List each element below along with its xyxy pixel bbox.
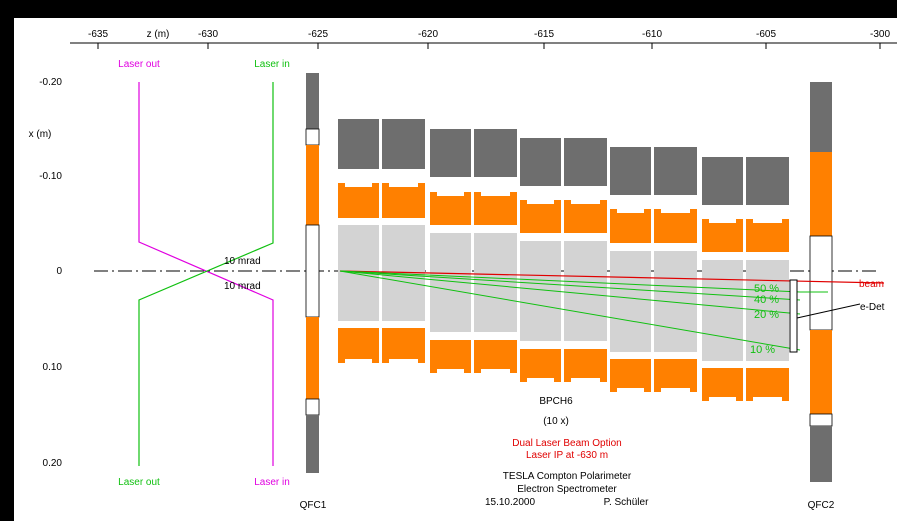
z-tick-label: -630	[198, 29, 218, 40]
z-tick-lines	[97, 43, 881, 49]
x-tick-label: -0.10	[39, 171, 62, 182]
laser-out-label-bottom: Laser out	[118, 477, 160, 488]
beam-lines	[339, 270, 885, 351]
z-tick-label: -625	[308, 29, 328, 40]
qfc1-top-pole	[306, 145, 319, 225]
crossing-angle-label-upper: 10 mrad	[224, 256, 261, 267]
dipole-module-9	[702, 157, 743, 401]
x-axis-label: x (m)	[29, 129, 52, 140]
laser-out-upper-beam	[138, 82, 274, 466]
qfc2-bottom-gap	[809, 413, 833, 427]
qfc2-aperture	[809, 235, 833, 331]
electron-detector-label: e-Det	[860, 302, 885, 313]
qfc2-bottom-pole	[810, 330, 832, 414]
laser-in-upper-beam	[138, 82, 274, 466]
qfc1-label: QFC1	[300, 500, 327, 511]
fraction-label-10: 10 %	[750, 344, 775, 356]
qfc2-top-yoke	[810, 82, 832, 152]
x-tick-label: -0.20	[39, 77, 62, 88]
top-axis: -635 -630 -625 -620 -615 -610 -605 -300 z (m)	[70, 29, 897, 49]
qfc2-bottom-yoke	[810, 426, 832, 482]
z-tick-label: -300	[870, 29, 890, 40]
electron-line-10	[339, 270, 801, 351]
qfc2-label: QFC2	[808, 500, 835, 511]
qfc1-bottom-gap	[305, 398, 320, 416]
dipole-module-8	[654, 147, 697, 392]
dipole-module-6	[564, 138, 607, 382]
dipole-module-5	[520, 138, 561, 382]
electron-line-40	[339, 270, 801, 301]
z-tick-labels: -635 -630 -625 -620 -615 -610 -605 -300	[88, 29, 890, 40]
date-caption: 15.10.2000	[485, 497, 535, 508]
dipole-module-3	[430, 129, 471, 373]
qfc2-top-pole	[810, 152, 832, 236]
option-caption: Dual Laser Beam Option	[512, 438, 622, 449]
laser-in-label-top: Laser in	[254, 59, 290, 70]
z-tick-label: -615	[534, 29, 554, 40]
dipole-count-label: (10 x)	[543, 416, 569, 427]
x-tick-label: 0.20	[43, 458, 63, 469]
dipole-module-7	[610, 147, 651, 392]
dipole-module-10	[746, 157, 789, 401]
dipole-name-label: BPCH6	[539, 396, 573, 407]
electron-detector	[789, 279, 798, 353]
qfc1-magnet	[305, 73, 320, 473]
qfc1-bottom-yoke	[306, 415, 319, 473]
z-tick-label: -620	[418, 29, 438, 40]
author-caption: P. Schüler	[604, 497, 650, 508]
qfc1-top-yoke	[306, 73, 319, 129]
laser-ip-caption: Laser IP at -630 m	[526, 450, 608, 461]
fraction-label-40: 40 %	[754, 294, 779, 306]
z-tick-label: -635	[88, 29, 108, 40]
dipole-module-4	[474, 129, 517, 373]
z-axis-label: z (m)	[147, 29, 170, 40]
beam-label: beam	[859, 279, 884, 290]
left-axis: -0.20 -0.10 0 0.10 0.20 x (m)	[29, 77, 63, 469]
laser-in-label-bottom: Laser in	[254, 477, 290, 488]
x-tick-label: 0	[56, 266, 62, 277]
qfc2-magnet	[809, 82, 833, 482]
dipole-module-1	[338, 119, 379, 363]
x-tick-label: 0.10	[43, 362, 63, 373]
z-tick-label: -605	[756, 29, 776, 40]
laser-out-label-top: Laser out	[118, 59, 160, 70]
electron-line-20	[339, 270, 801, 315]
electron-line-50	[339, 270, 828, 293]
crossing-angle-label-lower: 10 mrad	[224, 281, 261, 292]
title-line-2: Electron Spectrometer	[517, 484, 617, 495]
x-tick-labels: -0.20 -0.10 0 0.10 0.20	[39, 77, 62, 469]
detector-pointer-line	[796, 303, 861, 319]
qfc1-bottom-pole	[306, 317, 319, 399]
laser-beams	[138, 82, 274, 466]
dipole-module-2	[382, 119, 425, 363]
title-line-1: TESLA Compton Polarimeter	[503, 471, 632, 482]
qfc1-aperture	[305, 224, 320, 318]
qfc1-top-gap	[305, 128, 320, 146]
z-tick-label: -610	[642, 29, 662, 40]
fraction-label-50: 50 %	[754, 283, 779, 295]
fraction-label-20: 20 %	[754, 309, 779, 321]
spectrometer-dipole	[338, 119, 789, 401]
